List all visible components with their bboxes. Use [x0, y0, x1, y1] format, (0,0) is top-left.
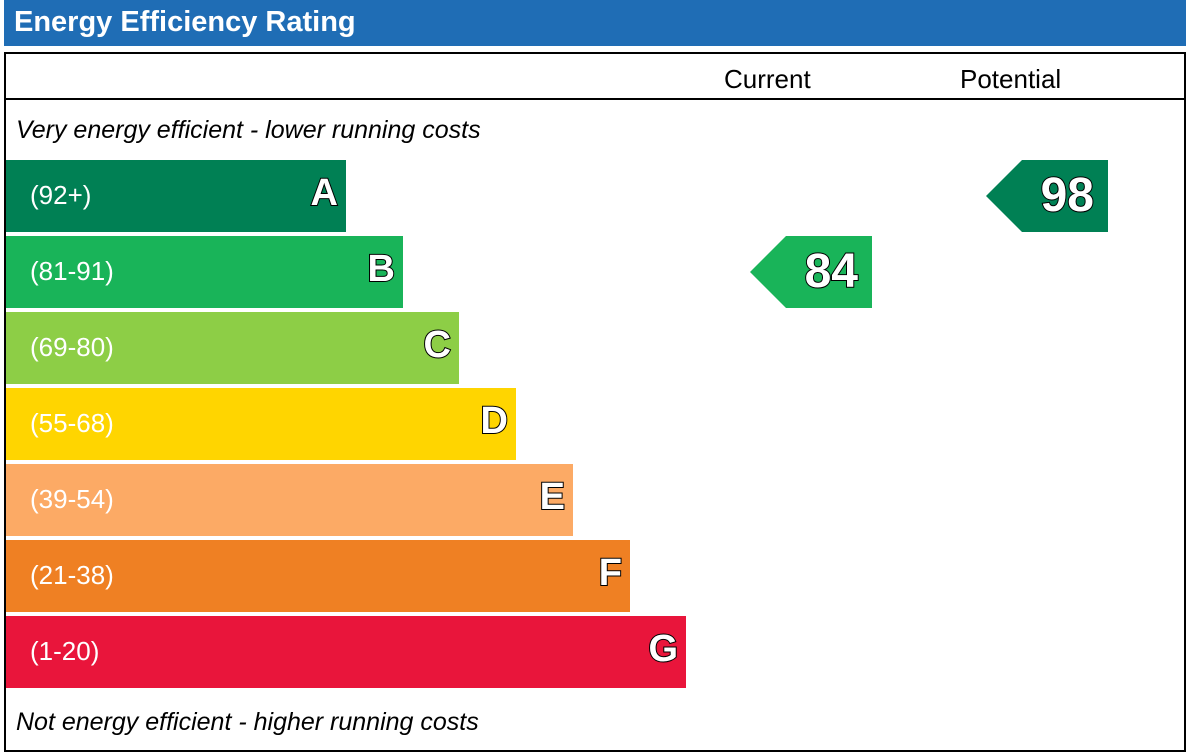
- band-letter-label: B: [367, 247, 396, 291]
- current-rating: 84: [750, 236, 872, 308]
- header-divider: [6, 98, 1184, 100]
- band-range-label: (21-38): [30, 560, 114, 590]
- band-range-label: (39-54): [30, 484, 114, 514]
- band-f: (21-38) F: [6, 540, 630, 612]
- band-g: (1-20) G: [6, 616, 686, 688]
- band-letter-label: A: [310, 171, 339, 215]
- band-e: (39-54) E: [6, 464, 573, 536]
- current-rating-arrow: [750, 236, 872, 308]
- potential-rating-arrow: [986, 160, 1108, 232]
- band-range-label: (92+): [30, 180, 92, 210]
- potential-column-header: Potential: [960, 64, 1062, 94]
- current-rating-arrow-shape: [750, 236, 872, 308]
- potential-rating-arrow-shape: [986, 160, 1108, 232]
- chart-title: Energy Efficiency Rating: [14, 6, 356, 38]
- band-letter-label: C: [423, 323, 452, 367]
- rating-frame: Current Potential Very energy efficient …: [4, 52, 1186, 752]
- note-efficient: Very energy efficient - lower running co…: [16, 116, 481, 144]
- band-letter-label: F: [598, 551, 623, 595]
- band-range-label: (81-91): [30, 256, 114, 286]
- band-range-label: (55-68): [30, 408, 114, 438]
- current-rating-value: 84: [804, 244, 859, 299]
- potential-rating-value: 98: [1040, 168, 1095, 223]
- band-a: (92+) A: [6, 160, 346, 232]
- band-letter-label: E: [539, 475, 566, 519]
- potential-rating: 98: [986, 160, 1108, 232]
- band-range-label: (69-80): [30, 332, 114, 362]
- band-letter-label: D: [480, 399, 509, 443]
- band-c: (69-80) C: [6, 312, 459, 384]
- note-inefficient: Not energy efficient - higher running co…: [16, 708, 479, 736]
- header-bar: Energy Efficiency Rating: [4, 0, 1186, 46]
- band-letter-label: G: [647, 627, 679, 671]
- band-range-label: (1-20): [30, 636, 100, 666]
- band-b: (81-91) B: [6, 236, 403, 308]
- current-column-header: Current: [724, 64, 811, 94]
- band-d: (55-68) D: [6, 388, 516, 460]
